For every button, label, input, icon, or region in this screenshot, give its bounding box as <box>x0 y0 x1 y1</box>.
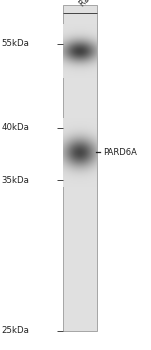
Text: 35kDa: 35kDa <box>2 176 29 185</box>
Text: PARD6A: PARD6A <box>103 148 137 157</box>
Bar <box>63 5 97 331</box>
Text: 25kDa: 25kDa <box>2 326 29 335</box>
Text: 55kDa: 55kDa <box>2 39 29 48</box>
Text: Rat skeletal muscle: Rat skeletal muscle <box>78 0 138 9</box>
Text: 40kDa: 40kDa <box>2 123 29 132</box>
